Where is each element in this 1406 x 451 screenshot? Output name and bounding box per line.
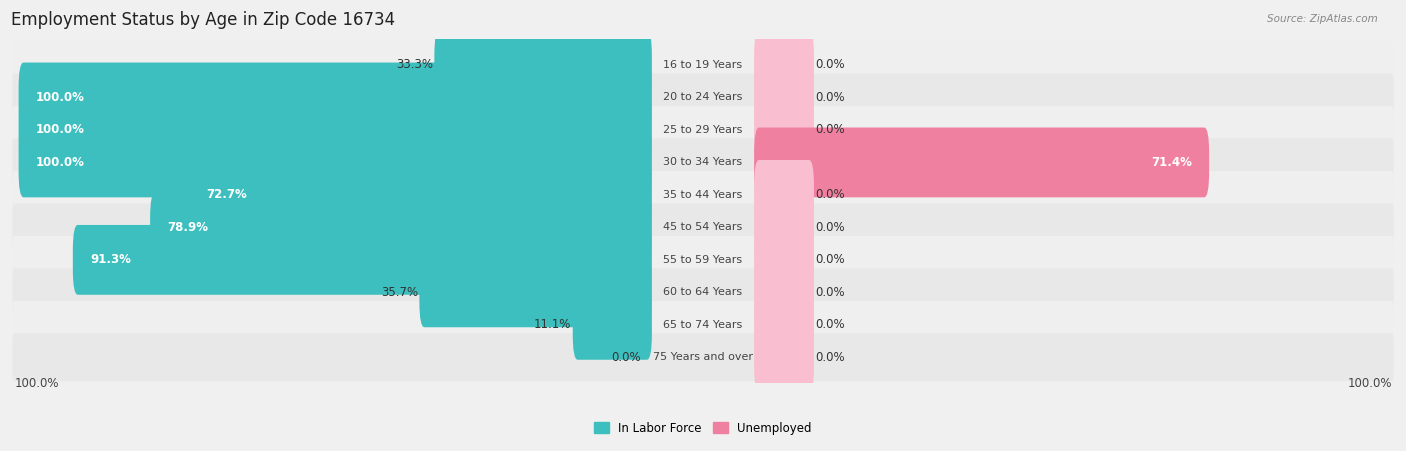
FancyBboxPatch shape <box>754 128 1209 198</box>
Text: 71.4%: 71.4% <box>1150 156 1192 169</box>
Text: 0.0%: 0.0% <box>815 351 845 364</box>
FancyBboxPatch shape <box>18 128 652 198</box>
Text: 100.0%: 100.0% <box>1347 377 1392 391</box>
Text: Employment Status by Age in Zip Code 16734: Employment Status by Age in Zip Code 167… <box>11 11 395 29</box>
FancyBboxPatch shape <box>13 236 1393 284</box>
FancyBboxPatch shape <box>754 290 814 360</box>
Text: 20 to 24 Years: 20 to 24 Years <box>664 92 742 102</box>
FancyBboxPatch shape <box>13 301 1393 349</box>
Text: 33.3%: 33.3% <box>396 59 433 72</box>
Text: 100.0%: 100.0% <box>37 156 84 169</box>
Text: 91.3%: 91.3% <box>90 253 131 267</box>
FancyBboxPatch shape <box>13 333 1393 382</box>
FancyBboxPatch shape <box>188 160 652 230</box>
FancyBboxPatch shape <box>13 106 1393 154</box>
FancyBboxPatch shape <box>572 290 652 360</box>
Text: 100.0%: 100.0% <box>14 377 59 391</box>
Text: 16 to 19 Years: 16 to 19 Years <box>664 60 742 70</box>
Text: 0.0%: 0.0% <box>815 253 845 267</box>
Text: 0.0%: 0.0% <box>815 221 845 234</box>
Text: 30 to 34 Years: 30 to 34 Years <box>664 157 742 167</box>
FancyBboxPatch shape <box>754 95 814 165</box>
Text: 0.0%: 0.0% <box>612 351 641 364</box>
Legend: In Labor Force, Unemployed: In Labor Force, Unemployed <box>589 417 817 439</box>
Text: 55 to 59 Years: 55 to 59 Years <box>664 255 742 265</box>
Text: 0.0%: 0.0% <box>815 318 845 331</box>
FancyBboxPatch shape <box>13 74 1393 121</box>
Text: 72.7%: 72.7% <box>207 189 247 202</box>
FancyBboxPatch shape <box>419 258 652 327</box>
FancyBboxPatch shape <box>18 63 652 133</box>
FancyBboxPatch shape <box>13 171 1393 219</box>
Text: 35 to 44 Years: 35 to 44 Years <box>664 190 742 200</box>
FancyBboxPatch shape <box>754 258 814 327</box>
Text: Source: ZipAtlas.com: Source: ZipAtlas.com <box>1267 14 1378 23</box>
FancyBboxPatch shape <box>754 322 814 392</box>
Text: 0.0%: 0.0% <box>815 189 845 202</box>
FancyBboxPatch shape <box>754 160 814 230</box>
FancyBboxPatch shape <box>150 193 652 262</box>
FancyBboxPatch shape <box>13 41 1393 89</box>
Text: 0.0%: 0.0% <box>815 91 845 104</box>
FancyBboxPatch shape <box>754 30 814 100</box>
Text: 25 to 29 Years: 25 to 29 Years <box>664 125 742 135</box>
FancyBboxPatch shape <box>754 193 814 262</box>
FancyBboxPatch shape <box>18 95 652 165</box>
Text: 100.0%: 100.0% <box>37 91 84 104</box>
FancyBboxPatch shape <box>754 63 814 133</box>
Text: 100.0%: 100.0% <box>37 124 84 137</box>
Text: 0.0%: 0.0% <box>815 124 845 137</box>
FancyBboxPatch shape <box>754 225 814 295</box>
Text: 60 to 64 Years: 60 to 64 Years <box>664 287 742 297</box>
Text: 0.0%: 0.0% <box>815 59 845 72</box>
FancyBboxPatch shape <box>13 138 1393 186</box>
Text: 75 Years and over: 75 Years and over <box>652 352 754 362</box>
Text: 0.0%: 0.0% <box>815 286 845 299</box>
Text: 78.9%: 78.9% <box>167 221 208 234</box>
FancyBboxPatch shape <box>13 203 1393 251</box>
FancyBboxPatch shape <box>13 268 1393 316</box>
Text: 35.7%: 35.7% <box>381 286 418 299</box>
FancyBboxPatch shape <box>434 30 652 100</box>
Text: 11.1%: 11.1% <box>534 318 571 331</box>
Text: 65 to 74 Years: 65 to 74 Years <box>664 320 742 330</box>
Text: 45 to 54 Years: 45 to 54 Years <box>664 222 742 232</box>
FancyBboxPatch shape <box>73 225 652 295</box>
